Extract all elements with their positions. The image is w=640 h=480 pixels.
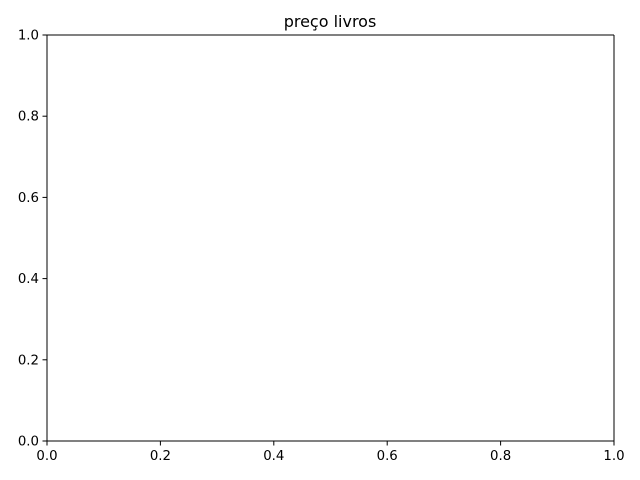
y-tick-label: 0.4 bbox=[18, 272, 39, 287]
y-tick-label: 0.2 bbox=[18, 353, 39, 368]
chart-title: preço livros bbox=[284, 12, 377, 31]
x-tick-label: 0.2 bbox=[150, 449, 171, 464]
x-tick-label: 0.6 bbox=[377, 449, 398, 464]
y-tick-label: 0.0 bbox=[18, 435, 39, 450]
x-tick-label: 0.8 bbox=[490, 449, 511, 464]
y-tick-label: 1.0 bbox=[18, 29, 39, 44]
x-tick-label: 1.0 bbox=[603, 449, 624, 464]
y-tick-label: 0.6 bbox=[18, 191, 39, 206]
y-tick-label: 0.8 bbox=[18, 110, 39, 125]
plot-area: 0.0 0.2 0.4 0.6 0.8 1.0 0.0 0.2 0.4 0.6 0.8 1.0 bbox=[18, 29, 625, 465]
x-tick-label: 0.4 bbox=[263, 449, 284, 464]
x-tick-label: 0.0 bbox=[36, 449, 57, 464]
